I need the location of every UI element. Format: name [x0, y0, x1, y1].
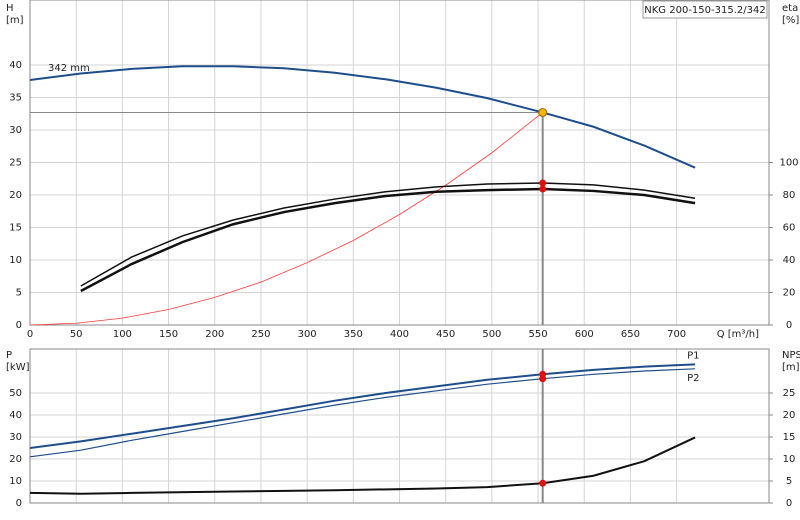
curve-label: P1: [687, 350, 699, 361]
y2-tick-label: 0: [786, 498, 792, 509]
y-tick-label: 10: [9, 255, 22, 266]
x-tick-label: 200: [205, 329, 224, 340]
curve: [29, 112, 543, 326]
duty-marker: [539, 375, 547, 383]
x-tick-label: 50: [70, 329, 83, 340]
x-tick-label: 0: [27, 329, 33, 340]
y-tick-label: 0: [16, 498, 22, 509]
y-tick-label: 35: [9, 93, 22, 104]
curve: [29, 368, 696, 458]
y2-tick-label: 20: [783, 288, 796, 299]
duty-marker: [539, 185, 547, 193]
x-axis-label: Q [m³/h]: [717, 329, 759, 340]
x-tick-label: 400: [390, 329, 409, 340]
y2-tick-label: 80: [783, 190, 796, 201]
y2-axis-label: [m]: [782, 362, 800, 373]
x-tick-label: 300: [298, 329, 317, 340]
y2-tick-label: 5: [786, 476, 792, 487]
y2-axis-label: [%]: [782, 15, 799, 26]
y2-tick-label: 10: [783, 454, 796, 465]
x-tick-label: 500: [482, 329, 501, 340]
x-tick-label: 650: [621, 329, 640, 340]
y-tick-label: 5: [16, 288, 22, 299]
y2-tick-label: 25: [783, 388, 796, 399]
y2-tick-label: 40: [783, 255, 796, 266]
x-tick-label: 100: [113, 329, 132, 340]
y2-tick-label: 100: [779, 158, 798, 169]
y2-tick-label: 60: [783, 223, 796, 234]
x-tick-label: 350: [344, 329, 363, 340]
y2-tick-label: 0: [786, 320, 792, 331]
curve: [80, 187, 696, 293]
y-tick-label: 50: [9, 388, 22, 399]
curve: [29, 363, 696, 449]
y-tick-label: 20: [9, 454, 22, 465]
y-tick-label: 0: [16, 320, 22, 331]
x-tick-label: 550: [529, 329, 548, 340]
curve-label: 342 mm: [48, 63, 90, 74]
y2-axis-label: eta: [782, 3, 798, 14]
y-tick-label: 10: [9, 476, 22, 487]
duty-marker: [539, 179, 547, 187]
y2-axis-label: NPSH: [782, 350, 800, 361]
y2-tick-label: 15: [783, 432, 796, 443]
title-box: [642, 0, 768, 19]
y-axis-label: [kW]: [6, 362, 30, 373]
y-axis-label: [m]: [6, 15, 24, 26]
y-tick-label: 30: [9, 432, 22, 443]
plot-frame: [29, 0, 770, 326]
y-tick-label: 30: [9, 125, 22, 136]
y-axis-label: P: [6, 350, 12, 361]
y-tick-label: 40: [9, 60, 22, 71]
y-tick-label: 15: [9, 223, 22, 234]
x-tick-label: 450: [436, 329, 455, 340]
y2-tick-label: 20: [783, 410, 796, 421]
curve-label: P2: [687, 373, 699, 384]
y-axis-label: H: [6, 3, 14, 14]
chart-title: NKG 200-150-315.2/342: [644, 5, 765, 16]
curve: [29, 65, 696, 169]
curve: [29, 436, 696, 495]
x-tick-label: 600: [575, 329, 594, 340]
x-tick-label: 700: [667, 329, 686, 340]
y-tick-label: 20: [9, 190, 22, 201]
plot-frame: [29, 348, 770, 504]
y-tick-label: 25: [9, 158, 22, 169]
curve: [80, 182, 696, 287]
x-tick-label: 250: [251, 329, 270, 340]
y-tick-label: 40: [9, 410, 22, 421]
x-tick-label: 150: [159, 329, 178, 340]
duty-point: [538, 107, 548, 117]
duty-marker: [539, 479, 547, 487]
